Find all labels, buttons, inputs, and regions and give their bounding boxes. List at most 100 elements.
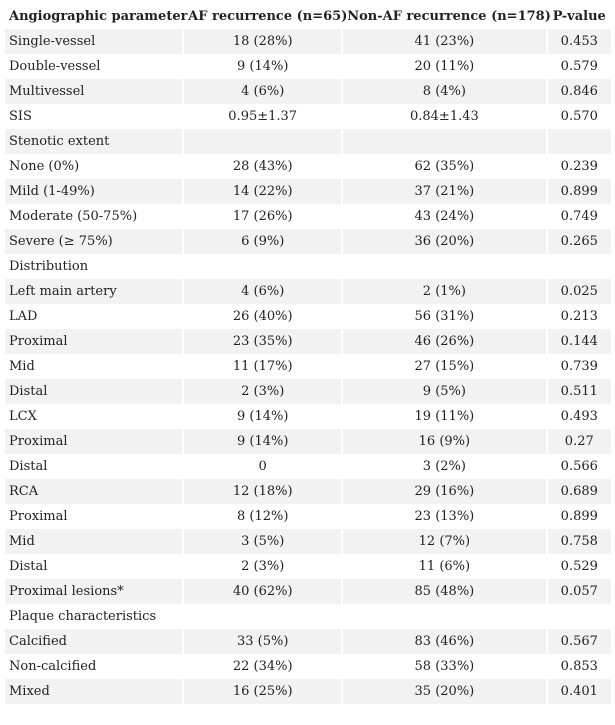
cell-af-recurrence: 33 (5%) [184,629,342,654]
cell-af-recurrence: 8 (12%) [184,504,342,529]
cell-parameter: Distal [5,379,183,404]
cell-non-af-recurrence: 56 (31%) [343,304,546,329]
header-non-af-recurrence: Non-AF recurrence (n=178) [347,9,551,24]
cell-p-value: 0.899 [547,504,611,529]
cell-p-value: 0.025 [547,279,611,304]
cell-non-af-recurrence: 27 (15%) [343,354,546,379]
cell-non-af-recurrence: 58 (33%) [343,654,546,679]
cell-p-value: 0.511 [547,379,611,404]
table-row: Proximal 8 (12%) 23 (13%) 0.899 [5,504,611,529]
cell-p-value: 0.265 [547,229,611,254]
cell-parameter: Calcified [5,629,183,654]
cell-non-af-recurrence: 11 (6%) [343,554,546,579]
cell-parameter: Distal [5,554,183,579]
cell-p-value: 0.853 [547,654,611,679]
cell-af-recurrence: 2 (3%) [184,554,342,579]
table-body: Single-vessel 18 (28%) 41 (23%) 0.453 Double… [5,29,611,704]
cell-af-recurrence: 11 (17%) [184,354,342,379]
cell-af-recurrence: 22 (34%) [184,654,342,679]
cell-p-value: 0.057 [547,579,611,604]
cell-p-value: 0.739 [547,354,611,379]
cell-af-recurrence: 17 (26%) [184,204,342,229]
cell-parameter: Moderate (50-75%) [5,204,183,229]
cell-parameter: LCX [5,404,183,429]
cell-parameter: Proximal lesions* [5,579,183,604]
cell-af-recurrence: 14 (22%) [184,179,342,204]
cell-p-value: 0.529 [547,554,611,579]
table-row: Non-calcified 22 (34%) 58 (33%) 0.853 [5,654,611,679]
cell-af-recurrence: 2 (3%) [184,379,342,404]
table-row: Calcified 33 (5%) 83 (46%) 0.567 [5,629,611,654]
table-row: RCA 12 (18%) 29 (16%) 0.689 [5,479,611,504]
cell-af-recurrence: 0.95±1.37 [184,104,342,129]
table-container: Angiographic parameter AF recurrence (n=… [3,4,613,704]
cell-non-af-recurrence [343,254,546,279]
cell-af-recurrence: 9 (14%) [184,404,342,429]
header-row: Angiographic parameter AF recurrence (n=… [5,4,611,29]
table-row: Severe (≥ 75%) 6 (9%) 36 (20%) 0.265 [5,229,611,254]
cell-non-af-recurrence: 85 (48%) [343,579,546,604]
table-header: Angiographic parameter AF recurrence (n=… [5,4,611,29]
cell-non-af-recurrence: 62 (35%) [343,154,546,179]
cell-p-value [547,129,611,154]
cell-p-value: 0.239 [547,154,611,179]
cell-p-value: 0.749 [547,204,611,229]
cell-non-af-recurrence [343,129,546,154]
table-row: Double-vessel 9 (14%) 20 (11%) 0.579 [5,54,611,79]
table-row: Distal 2 (3%) 9 (5%) 0.511 [5,379,611,404]
cell-parameter: Left main artery [5,279,183,304]
header-af-recurrence: AF recurrence (n=65) [188,9,348,24]
table-row: None (0%) 28 (43%) 62 (35%) 0.239 [5,154,611,179]
cell-parameter: Proximal [5,504,183,529]
cell-af-recurrence: 26 (40%) [184,304,342,329]
cell-non-af-recurrence [343,604,546,629]
table-row: Stenotic extent [5,129,611,154]
cell-af-recurrence: 9 (14%) [184,429,342,454]
cell-af-recurrence: 0 [184,454,342,479]
cell-af-recurrence [184,254,342,279]
cell-parameter: Mixed [5,679,183,704]
header-p-value: P-value [552,9,606,24]
cell-non-af-recurrence: 9 (5%) [343,379,546,404]
cell-parameter: LAD [5,304,183,329]
cell-parameter: Mid [5,354,183,379]
cell-af-recurrence: 4 (6%) [184,279,342,304]
cell-af-recurrence: 23 (35%) [184,329,342,354]
cell-non-af-recurrence: 41 (23%) [343,29,546,54]
cell-parameter: Double-vessel [5,54,183,79]
cell-parameter: None (0%) [5,154,183,179]
cell-p-value: 0.27 [547,429,611,454]
cell-parameter: Multivessel [5,79,183,104]
table-row: SIS 0.95±1.37 0.84±1.43 0.570 [5,104,611,129]
cell-af-recurrence: 18 (28%) [184,29,342,54]
cell-non-af-recurrence: 43 (24%) [343,204,546,229]
cell-parameter: RCA [5,479,183,504]
table-row: LCX 9 (14%) 19 (11%) 0.493 [5,404,611,429]
cell-non-af-recurrence: 29 (16%) [343,479,546,504]
cell-non-af-recurrence: 16 (9%) [343,429,546,454]
table-row: Moderate (50-75%) 17 (26%) 43 (24%) 0.749 [5,204,611,229]
cell-parameter: Stenotic extent [5,129,183,154]
cell-af-recurrence: 9 (14%) [184,54,342,79]
cell-p-value: 0.899 [547,179,611,204]
table-row: Distal 2 (3%) 11 (6%) 0.529 [5,554,611,579]
cell-p-value: 0.566 [547,454,611,479]
cell-non-af-recurrence: 19 (11%) [343,404,546,429]
table-row: Proximal 9 (14%) 16 (9%) 0.27 [5,429,611,454]
table-row: Left main artery 4 (6%) 2 (1%) 0.025 [5,279,611,304]
cell-parameter: Non-calcified [5,654,183,679]
table-row: Distal 0 3 (2%) 0.566 [5,454,611,479]
table-row: Mild (1-49%) 14 (22%) 37 (21%) 0.899 [5,179,611,204]
cell-parameter: Proximal [5,329,183,354]
table-row: Plaque characteristics [5,604,611,629]
cell-parameter: Plaque characteristics [5,604,183,629]
cell-p-value: 0.579 [547,54,611,79]
cell-af-recurrence: 28 (43%) [184,154,342,179]
cell-parameter: Proximal [5,429,183,454]
cell-non-af-recurrence: 23 (13%) [343,504,546,529]
angiographic-parameters-table: Angiographic parameter AF recurrence (n=… [3,4,613,704]
cell-p-value [547,604,611,629]
cell-non-af-recurrence: 35 (20%) [343,679,546,704]
cell-af-recurrence: 3 (5%) [184,529,342,554]
cell-af-recurrence [184,604,342,629]
